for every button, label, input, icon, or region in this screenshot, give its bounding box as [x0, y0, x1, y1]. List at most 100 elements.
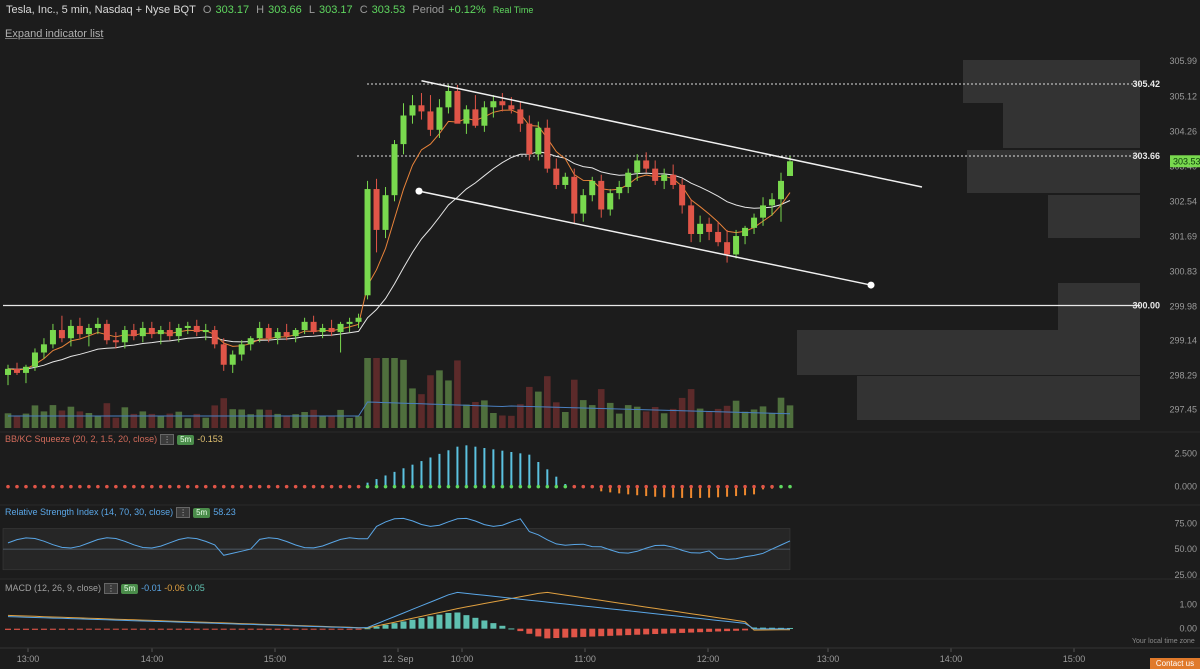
price-tick-label: 298.29 — [1169, 370, 1197, 380]
squeeze-dot — [689, 484, 693, 489]
squeeze-tick-label: 2.500 — [1174, 448, 1197, 458]
volume-bar — [175, 411, 183, 428]
volume-bar — [319, 416, 326, 428]
candle-body — [769, 199, 776, 206]
time-tick-label: 14:00 — [940, 654, 963, 664]
price-tick-label: 299.98 — [1169, 301, 1197, 311]
rsi-line — [7, 517, 791, 560]
candle-body — [715, 231, 722, 243]
squeeze-dot — [42, 484, 46, 489]
macd-menu-icon[interactable]: ⋮ — [104, 583, 119, 594]
volume-bar — [328, 415, 335, 428]
candle-body — [121, 330, 128, 343]
candle-body — [634, 160, 641, 173]
candle-body — [661, 174, 668, 181]
candle-body — [697, 223, 704, 234]
volume-bar — [391, 358, 398, 428]
volume-bar — [112, 417, 120, 428]
squeeze-dot — [356, 484, 361, 489]
macd-hist-bar — [598, 628, 605, 637]
level-label: 305.42 — [1132, 79, 1160, 89]
macd-hist-bar — [499, 625, 506, 629]
volume-bar — [49, 405, 57, 428]
squeeze-dot — [123, 484, 127, 489]
low-label: L — [308, 4, 315, 16]
volume-bar — [579, 400, 587, 428]
macd-hist-bar — [346, 628, 353, 630]
macd-hist-bar — [175, 628, 182, 630]
squeeze-dot — [572, 484, 577, 489]
contact-us-button[interactable]: Contact us — [1150, 658, 1200, 669]
volume-bar — [58, 410, 66, 428]
macd-hist-bar — [733, 628, 740, 631]
squeeze-dot — [671, 484, 675, 489]
macd-hist-bar — [508, 628, 515, 630]
time-tick-label: 15:00 — [1063, 654, 1086, 664]
squeeze-dot — [626, 484, 631, 489]
candle-body — [337, 323, 344, 333]
trendline-upper — [421, 80, 923, 188]
macd-hist-bar — [490, 623, 497, 629]
candle-body — [427, 111, 434, 130]
candle-body — [598, 180, 605, 210]
volume-bar — [283, 415, 290, 428]
squeeze-timeframe[interactable]: 5m — [177, 435, 195, 445]
candle-body — [481, 107, 488, 126]
candle-body — [409, 105, 416, 116]
trendline-anchor — [867, 281, 875, 289]
macd-hist-bar — [526, 628, 533, 634]
squeeze-dot — [644, 484, 648, 489]
squeeze-dot — [374, 484, 379, 489]
volume-bar — [696, 408, 704, 428]
volume-bar — [256, 409, 263, 428]
macd-hist-bar — [382, 624, 389, 629]
timezone-link[interactable]: Your local time zone — [1132, 638, 1195, 645]
candle-body — [760, 205, 767, 218]
macd-hist-bar — [274, 628, 281, 630]
squeeze-dot — [716, 484, 720, 489]
macd-hist-bar — [328, 628, 335, 630]
candle-body — [13, 368, 20, 373]
volume-bar — [678, 397, 686, 428]
macd-hist-bar — [112, 628, 119, 630]
squeeze-dot — [662, 484, 666, 489]
macd-timeframe[interactable]: 5m — [121, 584, 139, 594]
squeeze-dot — [428, 484, 433, 489]
candle-body — [301, 321, 308, 331]
squeeze-dot — [680, 484, 684, 489]
volume-bar — [148, 413, 156, 428]
rsi-menu-icon[interactable]: ⋮ — [176, 507, 191, 518]
macd-hist-bar — [544, 628, 551, 639]
volume-bar — [768, 413, 776, 428]
macd-hist-bar — [76, 628, 83, 630]
open-label: O — [202, 4, 212, 16]
candle-body — [625, 172, 632, 188]
candle-body — [40, 344, 47, 353]
macd-hist-bar — [445, 612, 452, 629]
squeeze-dot — [15, 484, 19, 489]
squeeze-dot — [96, 484, 100, 489]
macd-hist-bar — [607, 628, 614, 636]
squeeze-dot — [365, 484, 370, 489]
macd-hist-bar — [85, 628, 92, 630]
volume-bar — [472, 402, 479, 428]
volume-profile-bar — [963, 60, 1140, 103]
rsi-legend: Relative Strength Index (14, 70, 30, clo… — [5, 506, 236, 519]
macd-hist-bar — [571, 628, 578, 638]
macd-hist-bar — [679, 628, 686, 633]
rsi-timeframe[interactable]: 5m — [193, 508, 211, 518]
volume-bar — [427, 375, 434, 428]
level-label: 300.00 — [1132, 301, 1160, 311]
candle-body — [247, 338, 254, 345]
candle-body — [733, 236, 740, 255]
macd-hist-bar — [166, 628, 173, 630]
expand-indicator-list-link[interactable]: Expand indicator list — [5, 28, 104, 40]
time-tick-label: 10:00 — [451, 654, 474, 664]
volume-bar — [624, 405, 632, 428]
time-tick-label: 15:00 — [264, 654, 287, 664]
squeeze-menu-icon[interactable]: ⋮ — [160, 434, 175, 445]
candle-body — [31, 352, 38, 367]
volume-bar — [454, 360, 461, 428]
macd-hist-bar — [94, 628, 101, 630]
